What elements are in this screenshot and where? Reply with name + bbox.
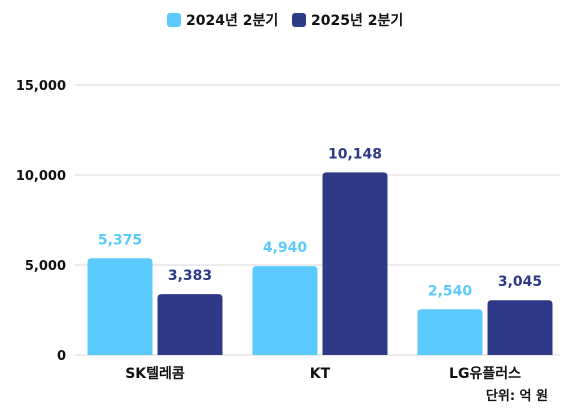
y-tick-label: 0: [57, 349, 66, 364]
unit-note: 단위: 억 원: [486, 388, 548, 404]
category-label: KT: [310, 366, 331, 382]
y-axis-ticks: 0 5,000 10,000 15,000: [16, 79, 66, 364]
bars: [87, 172, 553, 355]
value-label: 5,375: [98, 232, 142, 248]
value-label: 3,045: [498, 274, 542, 290]
x-axis-categories: SK텔레콤 KT LG유플러스: [125, 366, 521, 382]
legend-label: 2024년 2분기: [186, 13, 278, 29]
bar-2025q2-2: [487, 300, 553, 355]
y-tick-label: 15,000: [16, 79, 66, 94]
legend: 2024년 2분기 2025년 2분기: [167, 13, 403, 29]
value-label: 2,540: [428, 283, 473, 299]
bar-2024q2-1: [252, 266, 318, 355]
bar-2024q2-0: [87, 258, 153, 355]
bar-2025q2-1: [322, 172, 388, 355]
category-label: SK텔레콤: [125, 366, 185, 382]
bar-2025q2-0: [157, 294, 223, 355]
value-labels: 5,375 3,383 4,940 10,148 2,540 3,045: [98, 146, 542, 299]
legend-swatch: [292, 13, 306, 27]
value-label: 10,148: [328, 146, 382, 162]
y-tick-label: 5,000: [25, 259, 66, 274]
bar-2024q2-2: [417, 309, 483, 355]
value-label: 3,383: [168, 268, 212, 284]
category-label: LG유플러스: [449, 366, 521, 382]
y-tick-label: 10,000: [16, 169, 66, 184]
legend-label: 2025년 2분기: [311, 13, 403, 29]
legend-swatch: [167, 13, 181, 27]
value-label: 4,940: [263, 240, 308, 256]
